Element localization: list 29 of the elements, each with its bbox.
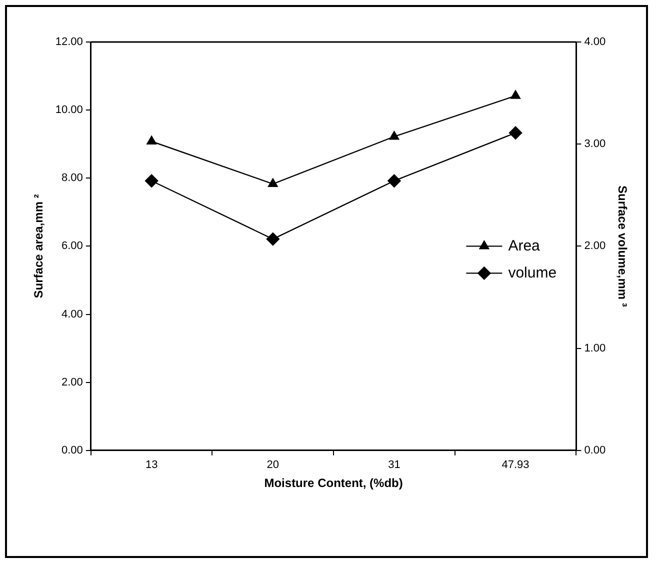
y2-tick-label: 1.00 [584,342,606,354]
x-axis-title: Moisture Content, (%db) [264,476,403,490]
y-axis-title: Surface area,mm ² [32,194,46,298]
x-tick-label: 31 [388,459,400,472]
legend-label: Area [508,237,541,254]
x-tick-label: 47.93 [502,459,530,472]
y-tick-label: 2.00 [62,376,83,388]
y-tick-label: 4.00 [62,308,83,320]
point [146,136,157,144]
x-tick-label: 13 [145,459,158,472]
y-tick-label: 12.00 [55,36,83,48]
legend-label: volume [508,264,557,282]
y2-tick-label: 0.00 [584,444,606,456]
y2-axis-title: Surface volume,mm ³ [615,186,630,307]
point [266,232,280,246]
point [388,174,401,188]
point [389,131,400,140]
y-tick-label: 8.00 [62,172,83,184]
y2-tick-label: 2.00 [584,240,606,252]
y2-tick-label: 3.00 [584,138,606,150]
y-tick-label: 0.00 [62,444,83,456]
point [144,174,158,188]
y2-tick-label: 4.00 [584,36,606,48]
point [510,90,520,99]
x-tick-label: 20 [266,459,280,472]
point [508,126,522,140]
y-tick-label: 6.00 [62,240,83,252]
point [268,178,278,188]
y-tick-label: 10.00 [55,104,83,116]
